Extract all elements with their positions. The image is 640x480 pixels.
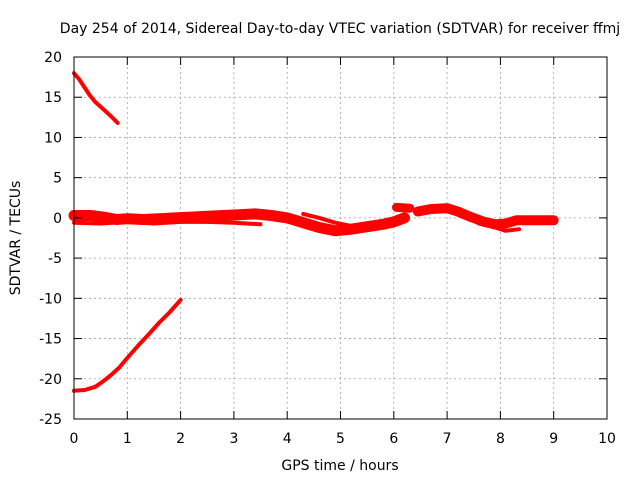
x-tick-labels: 0 1 2 3 4 5 6 7 8 9 10 bbox=[70, 431, 616, 447]
x-tick-label: 5 bbox=[336, 431, 345, 447]
data-series-late-band-a bbox=[412, 203, 559, 230]
x-tick-label: 1 bbox=[123, 431, 132, 447]
data-series-near-zero-band-b bbox=[72, 219, 263, 227]
data-series-near-zero-band-d bbox=[392, 202, 415, 213]
x-axis-label: GPS time / hours bbox=[281, 458, 398, 474]
x-tick-label: 6 bbox=[389, 431, 398, 447]
y-tick-label: 15 bbox=[44, 90, 62, 106]
y-tick-label: -10 bbox=[39, 291, 62, 307]
chart-title: Day 254 of 2014, Sidereal Day-to-day VTE… bbox=[60, 21, 620, 37]
x-tick-label: 7 bbox=[443, 431, 452, 447]
data-series-satellite-arc-lower bbox=[72, 297, 183, 393]
data-series-near-zero-band-c bbox=[301, 211, 396, 228]
y-tick-labels: 20 15 10 5 0 -5 -10 -15 -20 -25 bbox=[39, 50, 62, 428]
y-tick-label: 10 bbox=[44, 130, 62, 146]
data-series-near-zero-band-a bbox=[68, 208, 410, 237]
series-group bbox=[68, 71, 559, 393]
x-tick-label: 9 bbox=[549, 431, 558, 447]
y-axis-label: SDTVAR / TECUs bbox=[8, 181, 24, 296]
y-tick-label: 20 bbox=[44, 50, 62, 66]
y-tick-label: -5 bbox=[48, 251, 62, 267]
axis-ticks bbox=[73, 56, 608, 420]
x-tick-label: 4 bbox=[283, 431, 292, 447]
x-tick-label: 8 bbox=[496, 431, 505, 447]
x-tick-label: 2 bbox=[176, 431, 185, 447]
y-tick-label: -25 bbox=[39, 412, 62, 428]
data-series-late-band-b bbox=[461, 213, 522, 233]
y-tick-label: -15 bbox=[39, 332, 62, 348]
data-series-satellite-arc-upper bbox=[72, 71, 120, 125]
x-tick-label: 3 bbox=[229, 431, 238, 447]
x-tick-label: 10 bbox=[598, 431, 616, 447]
x-tick-label: 0 bbox=[70, 431, 79, 447]
grid bbox=[74, 57, 607, 419]
y-tick-label: 5 bbox=[53, 171, 62, 187]
y-tick-label: 0 bbox=[53, 211, 62, 227]
y-tick-label: -20 bbox=[39, 372, 62, 388]
